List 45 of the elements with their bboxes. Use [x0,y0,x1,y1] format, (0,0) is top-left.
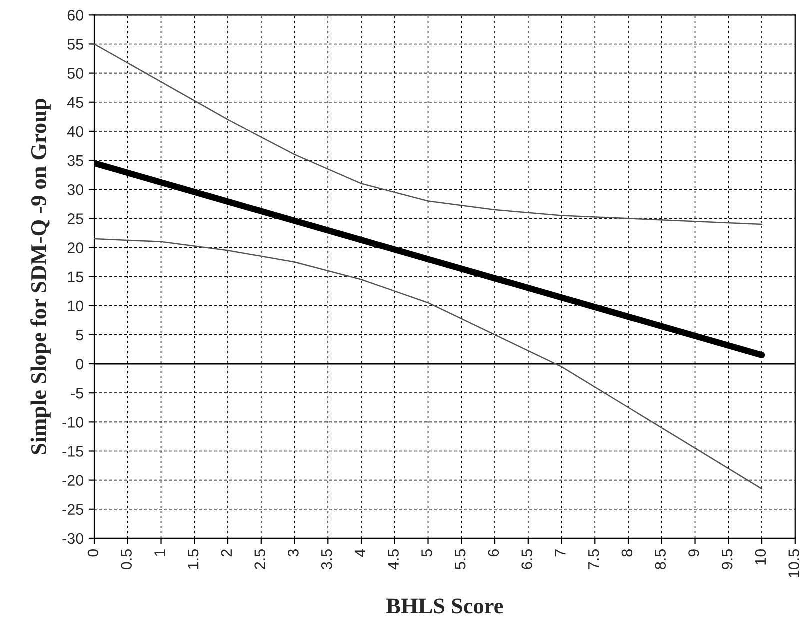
x-tick-label: 9.5 [722,550,733,570]
y-tick-label: 10 [68,300,84,312]
x-tick-label: 7 [555,550,566,557]
x-tick-label: 1 [154,550,166,556]
y-tick-label: 45 [67,97,84,108]
x-tick-label: 4 [354,549,366,558]
x-tick-label: 6.5 [522,550,532,570]
y-tick-label: 5 [76,330,84,341]
x-axis-title: BHLS Score [386,598,504,614]
y-tick-label: 15 [68,272,84,282]
x-tick-label: 8.5 [655,550,666,570]
y-tick-label: -30 [62,533,84,544]
x-tick-label: 9 [688,550,700,557]
x-tick-label: 6 [488,550,500,557]
x-tick-label: 0.5 [121,550,132,570]
x-tick-label: 8 [622,550,633,557]
y-tick-label: 30 [68,184,84,196]
y-tick-label: 55 [68,39,84,50]
y-tick-label: -25 [62,504,84,516]
y-tick-label: 35 [68,155,84,166]
x-tick-label: 5 [422,550,432,557]
y-tick-label: 25 [68,214,84,224]
x-tick-label: 2.5 [254,550,266,570]
y-tick-label: 60 [68,10,84,21]
x-tick-label: 10 [755,549,766,565]
y-tick-label: 40 [67,126,84,138]
x-tick-label: 3 [288,550,299,557]
x-tick-label: 2 [221,550,232,557]
x-tick-label: 0 [88,549,99,557]
x-tick-label: 7.5 [588,550,600,570]
y-tick-label: -10 [62,417,84,428]
y-tick-label: -15 [62,446,84,457]
x-tick-label: 1.5 [188,550,199,569]
line-series [94,238,763,490]
y-tick-label: 50 [68,68,84,79]
y-tick-label: 0 [76,358,84,370]
line-series [94,44,763,226]
y-tick-label: -20 [62,475,84,486]
x-tick-label: 3.5 [321,550,332,570]
x-tick-label: 5.5 [455,550,466,570]
y-tick-label: 20 [68,242,84,254]
x-tick-label: 10.5 [788,550,800,578]
y-axis-title: Simple Slope for SDM-Q -9 on Group [30,99,51,454]
y-tick-label: -5 [71,388,84,399]
x-tick-label: 4.5 [388,550,399,570]
